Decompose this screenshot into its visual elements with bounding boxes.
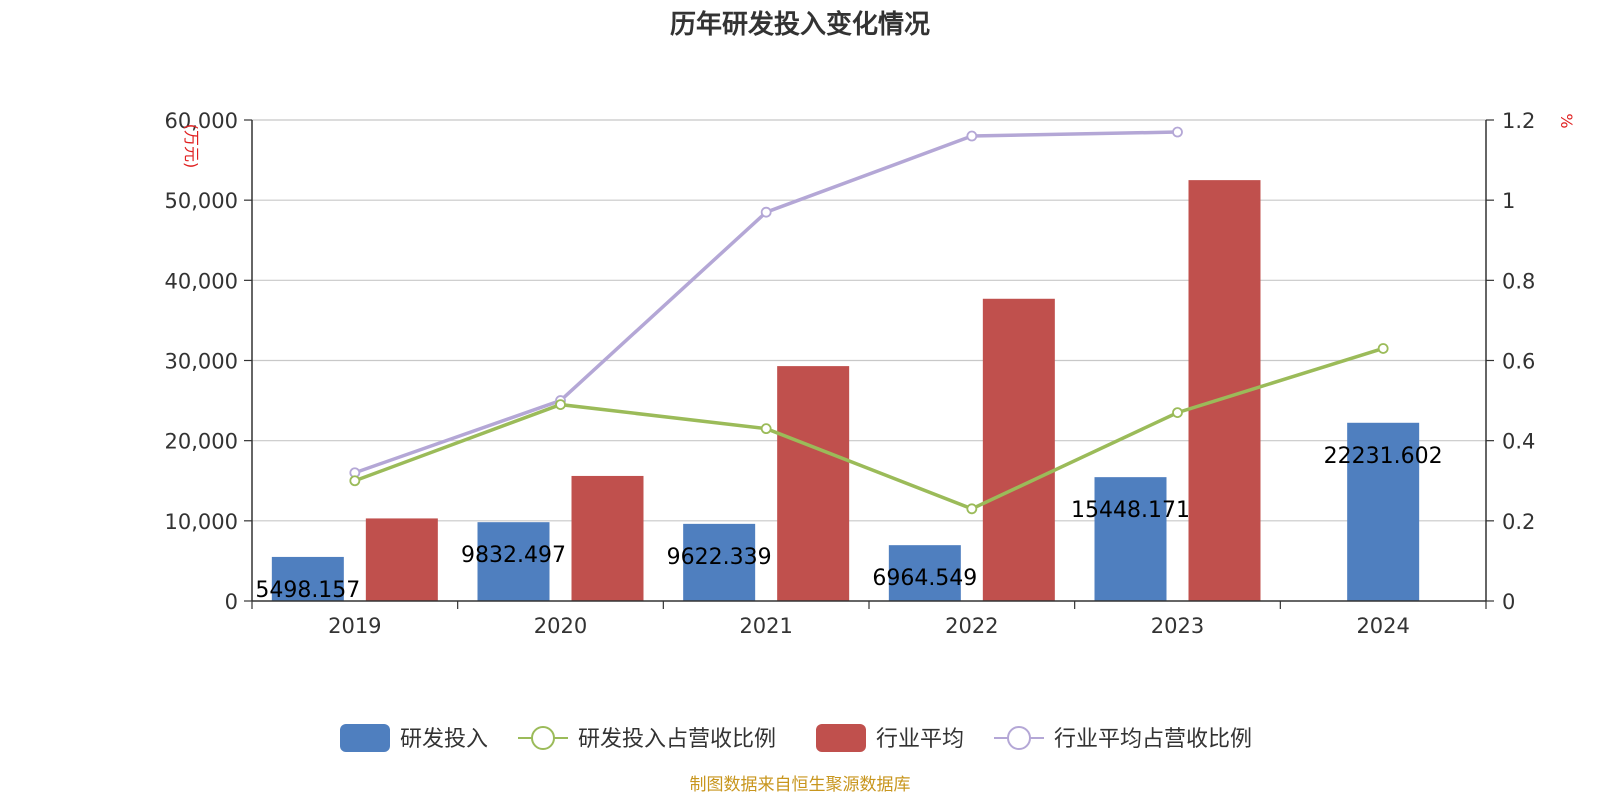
bar-rd-2024 <box>1347 422 1420 601</box>
legend-swatch <box>340 724 390 752</box>
lines <box>349 126 1389 515</box>
x-tick-label: 2020 <box>534 614 587 638</box>
legend-item-3: 行业平均占营收比例 <box>994 726 1252 752</box>
legend-label: 研发投入 <box>400 727 488 752</box>
bar-industry-2020 <box>571 475 644 601</box>
bar-label-rd-2019: 5498.157 <box>255 578 360 603</box>
right-tick-label: 0.4 <box>1502 430 1535 454</box>
bar-industry-2019 <box>365 518 438 601</box>
legend-item-2: 行业平均 <box>816 724 964 752</box>
left-tick-label: 50,000 <box>165 189 238 213</box>
bar-rd-2021 <box>683 523 756 601</box>
bar-industry-2022 <box>982 298 1055 601</box>
x-tick-label: 2021 <box>739 614 792 638</box>
industry-ratio-point <box>760 206 772 218</box>
bar-label-rd-2021: 9622.339 <box>667 545 772 570</box>
bars <box>271 180 1420 601</box>
grid <box>252 119 1486 522</box>
rd-ratio-point <box>349 475 361 487</box>
right-tick-label: 0 <box>1502 590 1515 614</box>
right-tick-label: 1.2 <box>1502 109 1535 133</box>
legend-label: 行业平均占营收比例 <box>1054 727 1252 752</box>
legend-swatch-marker <box>531 726 555 750</box>
x-tick-label: 2022 <box>945 614 998 638</box>
right-tick-label: 0.8 <box>1502 269 1535 293</box>
right-tick-label: 0.2 <box>1502 510 1535 534</box>
rd-ratio-point <box>760 423 772 435</box>
axes: 0 10,000 20,000 30,000 40,000 50,000 60,000 0 0.… <box>165 109 1536 638</box>
legend-swatch <box>816 724 866 752</box>
rd-ratio-point <box>966 503 978 515</box>
left-tick-label: 0 <box>225 590 238 614</box>
rd-ratio-point <box>1172 407 1183 419</box>
x-tick-label: 2019 <box>328 614 381 638</box>
industry-ratio-point <box>1172 126 1183 138</box>
bar-label-rd-2020: 9832.497 <box>461 543 566 568</box>
left-tick-label: 40,000 <box>165 269 238 293</box>
bar-label-rd-2024: 22231.602 <box>1324 444 1443 469</box>
source-footer: 制图数据来自恒生聚源数据库 <box>690 775 911 795</box>
rd-ratio-line <box>354 346 1384 511</box>
bar-labels: 5498.157 9832.497 9622.339 6964.549 15448.17… <box>255 444 1442 603</box>
legend-label: 研发投入占营收比例 <box>578 727 776 752</box>
rd-ratio-point <box>1377 343 1389 354</box>
bar-label-rd-2023: 15448.171 <box>1071 498 1190 523</box>
bar-rd-2022 <box>888 545 961 601</box>
legend: 研发投入 研发投入占营收比例 行业平均 行业平均占营收比例 <box>340 724 1252 752</box>
left-tick-label: 30,000 <box>165 350 238 374</box>
legend-item-0: 研发投入 <box>340 724 488 752</box>
left-tick-label: 20,000 <box>165 430 238 454</box>
legend-swatch-marker <box>1007 726 1031 750</box>
left-tick-label: 10,000 <box>165 510 238 534</box>
industry-ratio-point <box>966 130 978 142</box>
x-tick-label: 2023 <box>1151 614 1204 638</box>
x-tick-label: 2024 <box>1356 614 1409 638</box>
rd-ratio-point <box>555 399 566 410</box>
right-axis-unit: % <box>1557 113 1576 128</box>
bar-rd-2019 <box>271 556 344 601</box>
legend-item-1: 研发投入占营收比例 <box>518 726 776 752</box>
legend-label: 行业平均 <box>876 727 964 752</box>
right-tick-label: 1 <box>1502 189 1515 213</box>
right-tick-label: 0.6 <box>1502 350 1535 374</box>
bar-label-rd-2022: 6964.549 <box>872 566 977 591</box>
left-axis-unit: (万元) <box>182 124 201 169</box>
left-tick-label: 60,000 <box>165 109 238 133</box>
bar-rd-2023 <box>1094 477 1167 601</box>
chart-title: 历年研发投入变化情况 <box>670 9 930 40</box>
bar-industry-2021 <box>777 366 850 601</box>
bar-rd-2020 <box>477 522 550 601</box>
